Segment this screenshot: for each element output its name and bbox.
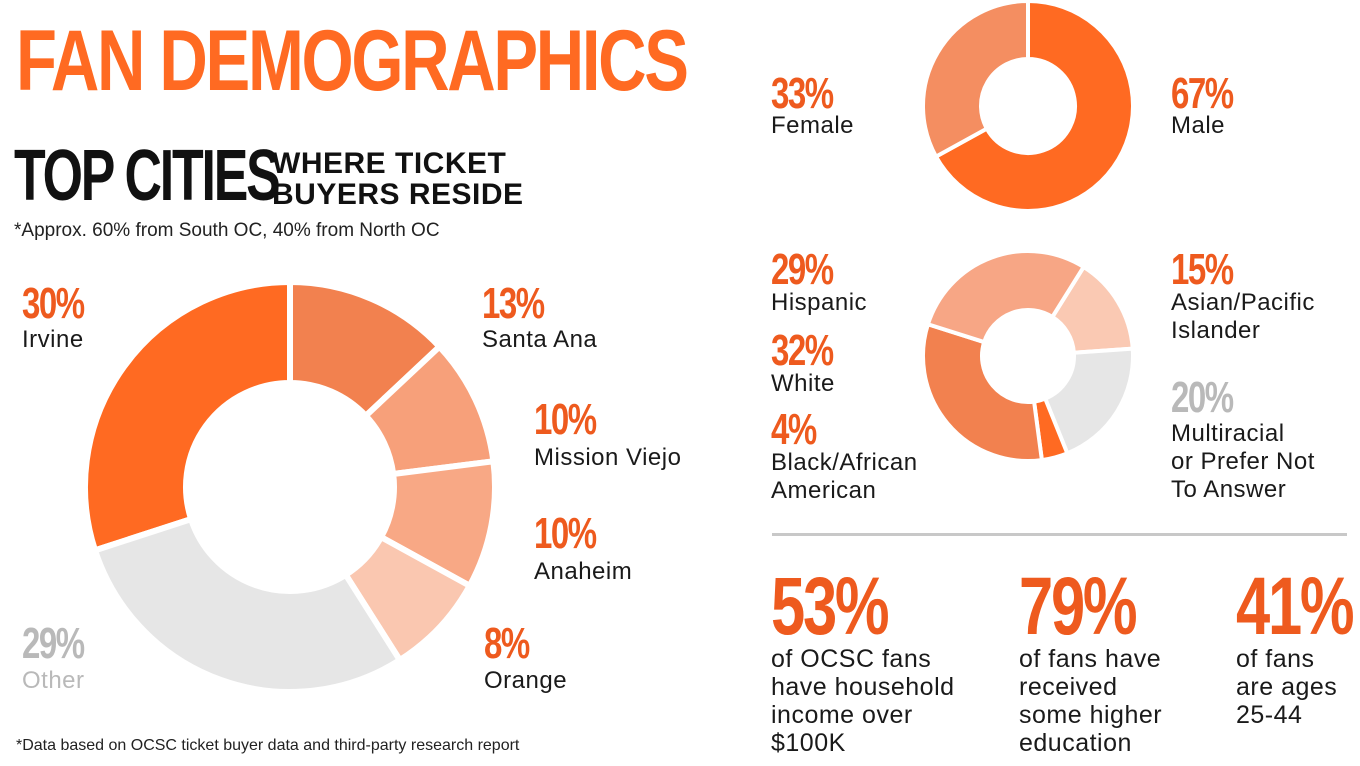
age-stat-value: 41% xyxy=(1236,561,1355,652)
slice-white xyxy=(921,321,1045,463)
white-label: White xyxy=(771,370,835,397)
age-stat-text: of fans are ages 25-44 xyxy=(1236,645,1338,729)
mission-viejo-value: 10% xyxy=(534,395,597,444)
multiracial-label: Multiracial or Prefer Not To Answer xyxy=(1171,420,1315,503)
black-label: Black/African American xyxy=(771,449,918,504)
page-title: FAN DEMOGRAPHICS xyxy=(16,13,689,109)
other-value: 29% xyxy=(22,619,85,668)
male-value: 67% xyxy=(1171,69,1234,118)
slice-santa-ana xyxy=(287,278,444,421)
slice-irvine xyxy=(82,278,293,555)
slice-other xyxy=(91,515,404,695)
education-stat-value: 79% xyxy=(1019,561,1138,652)
hispanic-value: 29% xyxy=(771,245,834,294)
orange-value: 8% xyxy=(484,619,530,668)
cities-donut-chart xyxy=(82,278,498,695)
irvine-value: 30% xyxy=(22,279,85,328)
slice-multiracial-or-prefer-not-to-answer xyxy=(1042,346,1135,456)
santa-ana-value: 13% xyxy=(482,279,545,328)
section-divider xyxy=(772,533,1347,536)
female-label: Female xyxy=(771,112,855,139)
anaheim-label: Anaheim xyxy=(534,558,633,585)
asian-value: 15% xyxy=(1171,245,1234,294)
other-label: Other xyxy=(22,667,85,694)
male-label: Male xyxy=(1171,112,1226,139)
orange-label: Orange xyxy=(484,667,568,694)
section-title: TOP CITIES xyxy=(14,136,281,216)
education-stat-text: of fans have received some higher educat… xyxy=(1019,645,1163,757)
irvine-label: Irvine xyxy=(22,326,84,353)
asian-label: Asian/Pacific Islander xyxy=(1171,289,1315,344)
income-stat-value: 53% xyxy=(771,561,890,652)
ethnicity-donut-chart xyxy=(921,249,1135,463)
income-stat-text: of OCSC fans have household income over … xyxy=(771,645,955,757)
region-note: *Approx. 60% from South OC, 40% from Nor… xyxy=(14,220,440,241)
multiracial-value: 20% xyxy=(1171,373,1234,422)
hispanic-label: Hispanic xyxy=(771,289,868,316)
anaheim-value: 10% xyxy=(534,509,597,558)
section-subtitle: WHERE TICKET BUYERS RESIDE xyxy=(272,147,524,211)
black-value: 4% xyxy=(771,405,817,454)
slice-male xyxy=(933,0,1135,213)
data-footnote: *Data based on OCSC ticket buyer data an… xyxy=(16,737,520,754)
santa-ana-label: Santa Ana xyxy=(482,326,598,353)
white-value: 32% xyxy=(771,326,834,375)
gender-donut-chart xyxy=(921,0,1135,213)
female-value: 33% xyxy=(771,69,834,118)
mission-viejo-label: Mission Viejo xyxy=(534,444,682,471)
slice-hispanic xyxy=(925,249,1087,345)
slice-female xyxy=(921,0,1030,160)
